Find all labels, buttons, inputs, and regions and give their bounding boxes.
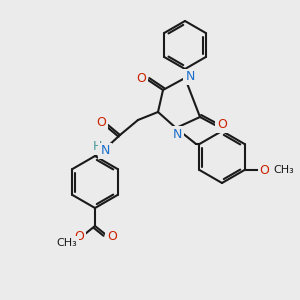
Text: N: N [172, 128, 182, 140]
Text: O: O [74, 230, 84, 244]
Text: N: N [185, 70, 195, 83]
Text: O: O [107, 230, 117, 242]
Text: H: H [92, 140, 102, 154]
Text: O: O [260, 164, 269, 176]
Text: CH₃: CH₃ [57, 238, 77, 248]
Text: O: O [217, 118, 227, 131]
Text: CH₃: CH₃ [273, 165, 294, 175]
Text: N: N [100, 145, 110, 158]
Text: O: O [136, 73, 146, 85]
Text: O: O [96, 116, 106, 128]
